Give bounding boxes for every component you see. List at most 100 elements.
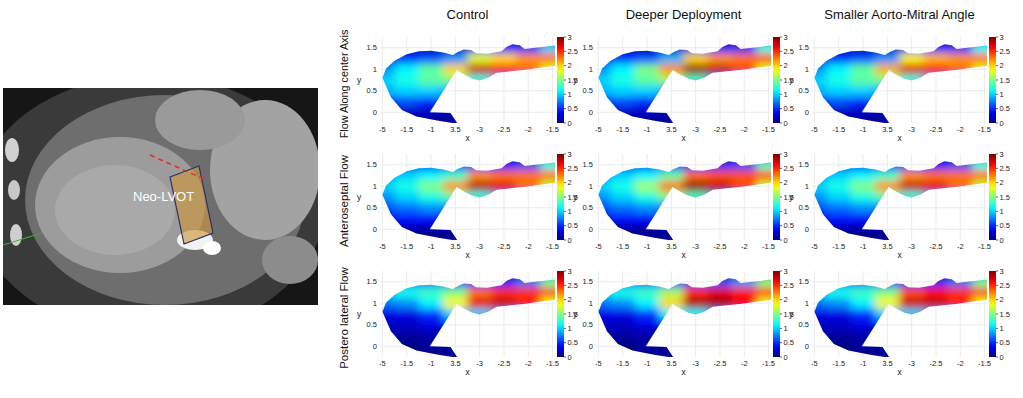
colorbar-tick-label: 1: [784, 324, 788, 333]
colorbar-tick-label: 1: [568, 90, 572, 99]
cell: [380, 298, 395, 309]
cell: [380, 96, 395, 107]
x-tick-label: -5: [379, 125, 386, 134]
cell: [468, 170, 493, 181]
colorbar: [989, 154, 996, 240]
grid-line: [812, 164, 987, 165]
colorbar-tick: [780, 37, 782, 38]
cell: [827, 192, 852, 203]
cell: [972, 53, 987, 64]
colorbar-tick-label: 0: [1000, 353, 1004, 362]
cell: [611, 107, 636, 118]
cell: [635, 42, 660, 53]
cell: [900, 159, 925, 170]
cell: [900, 64, 925, 75]
cell: [419, 85, 444, 96]
colorbar-tick-label: 1: [568, 324, 572, 333]
cell: [635, 341, 660, 352]
y-tick-label: 1.5: [583, 43, 593, 52]
y-tick-label: 0.5: [367, 86, 377, 95]
cell: [827, 319, 852, 330]
cell: [732, 276, 757, 287]
cell: [812, 276, 827, 287]
cell: [419, 352, 444, 357]
cell: [492, 341, 517, 352]
cell: [900, 341, 925, 352]
cell: [540, 271, 555, 277]
cell: [827, 107, 852, 118]
cell: [708, 298, 733, 309]
cell: [851, 75, 876, 86]
cell: [875, 330, 900, 341]
y-axis-title: y: [573, 192, 578, 202]
colorbar-tick: [564, 168, 566, 169]
colorbar-tick-label: 3: [568, 150, 572, 159]
y-tick-label: 0: [373, 108, 377, 117]
cell: [732, 287, 757, 298]
x-tick-label: -1.5: [832, 125, 845, 134]
cell: [708, 118, 733, 123]
colorbar-tick: [780, 51, 782, 52]
x-tick-label: -1: [860, 359, 867, 368]
cell: [812, 352, 827, 357]
cell: [827, 224, 852, 235]
x-tick-label: -1: [860, 242, 867, 251]
cell: [540, 341, 555, 352]
colorbar-tick-label: 0: [568, 236, 572, 245]
cell: [875, 181, 900, 192]
cell: [948, 96, 973, 107]
x-tick-label: -3: [476, 242, 483, 251]
cell: [395, 107, 420, 118]
cell: [443, 37, 468, 43]
cell: [540, 224, 555, 235]
cell: [596, 224, 611, 235]
y-tick-label: 0: [589, 225, 593, 234]
cell: [924, 96, 949, 107]
colorbar-tick: [996, 65, 998, 66]
cell: [900, 75, 925, 86]
cell: [635, 37, 660, 43]
y-axis-title: y: [357, 309, 362, 319]
cell: [443, 75, 468, 86]
cell: [812, 202, 827, 213]
cell: [635, 271, 660, 277]
cell: [596, 37, 611, 43]
cell: [596, 276, 611, 287]
colorbar-tick-label: 0.5: [784, 338, 794, 347]
cell: [851, 271, 876, 277]
cell: [395, 341, 420, 352]
cell: [756, 118, 771, 123]
cell: [443, 202, 468, 213]
cell: [924, 319, 949, 330]
cell: [924, 298, 949, 309]
cell: [516, 271, 541, 277]
cell: [611, 352, 636, 357]
cell: [972, 192, 987, 203]
cell: [851, 42, 876, 53]
x-tick-label: -1: [428, 125, 435, 134]
colorbar-tick: [564, 342, 566, 343]
panel: -5-1.5-13.5-3-2.5-2-1.5x00.511.5y00.511.…: [789, 32, 1010, 143]
cell: [924, 202, 949, 213]
cell: [380, 319, 395, 330]
cell: [972, 118, 987, 123]
cell: [492, 235, 517, 240]
cell: [851, 224, 876, 235]
cell: [948, 159, 973, 170]
cell: [684, 181, 709, 192]
x-axis-title: x: [465, 367, 470, 377]
colorbar-tick-label: 1.5: [784, 76, 794, 85]
colorbar-tick: [780, 342, 782, 343]
colorbar-tick: [780, 65, 782, 66]
cell: [948, 85, 973, 96]
cell: [924, 330, 949, 341]
colorbar-tick: [996, 37, 998, 38]
cell: [395, 330, 420, 341]
cell: [708, 64, 733, 75]
cell: [948, 213, 973, 224]
colorbar: [557, 154, 564, 240]
cell: [900, 170, 925, 181]
cell: [708, 276, 733, 287]
cell: [875, 64, 900, 75]
cell: [827, 298, 852, 309]
